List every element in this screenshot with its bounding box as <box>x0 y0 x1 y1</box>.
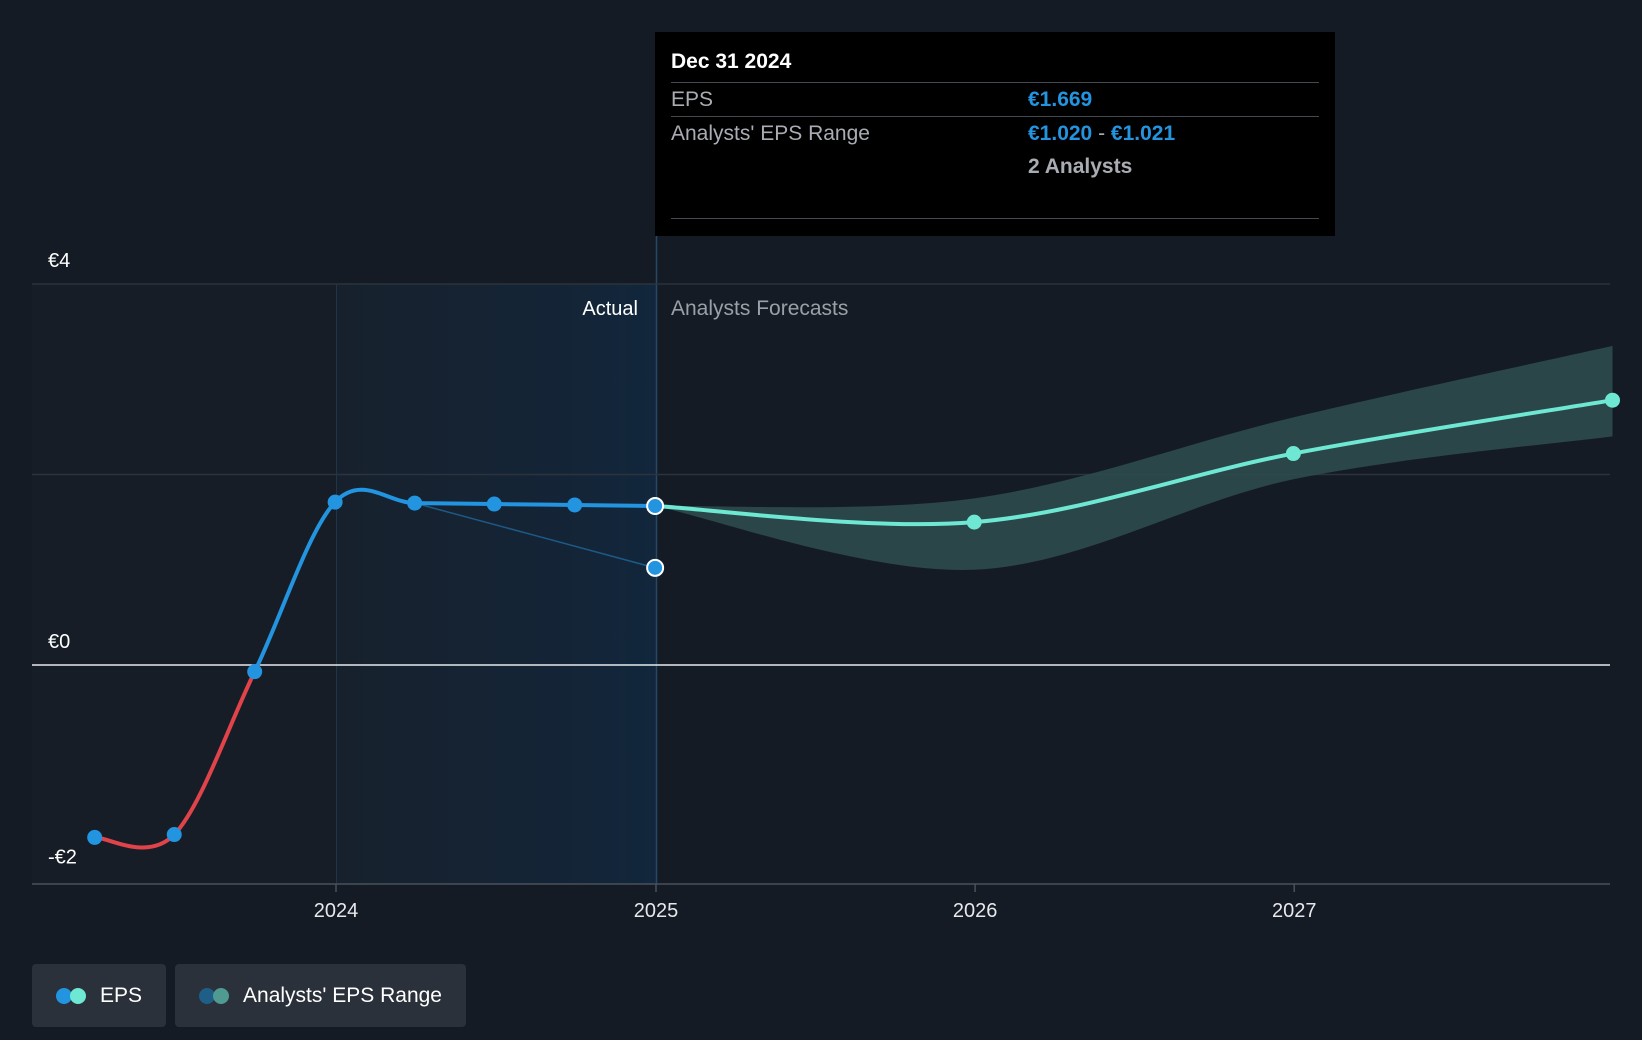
past-estimate-line <box>414 502 656 569</box>
eps-actual-line-negative <box>94 665 261 850</box>
eps-actual-point <box>327 494 343 510</box>
tooltip: Dec 31 2024 EPS €1.669 Analysts' EPS Ran… <box>655 32 1335 236</box>
eps-range-area <box>655 345 1613 570</box>
eps-actual-point <box>166 827 182 843</box>
tooltip-range-row: Analysts' EPS Range €1.020 - €1.021 <box>671 117 1319 150</box>
legend-item-eps-range[interactable]: Analysts' EPS Range <box>175 964 466 1027</box>
tooltip-analysts-row: 2 Analysts <box>671 150 1319 183</box>
legend-label-eps: EPS <box>100 983 143 1007</box>
x-tick-label: 2025 <box>634 900 679 922</box>
tooltip-bottom-divider <box>671 218 1319 219</box>
tooltip-range-value: €1.020 - €1.021 <box>1028 122 1176 145</box>
forecast-period-label: Analysts Forecasts <box>671 297 848 320</box>
eps-range-band <box>655 345 1613 570</box>
pre-period-shade <box>32 284 336 884</box>
tooltip-range-high: €1.021 <box>1110 122 1176 145</box>
actual-period-label: Actual <box>582 298 638 320</box>
eps-swatch-icon <box>56 987 86 1004</box>
eps-forecast-point <box>1605 392 1621 408</box>
eps-actual-point <box>247 664 263 680</box>
eps-actual-point <box>407 495 423 511</box>
legend-label-eps-range: Analysts' EPS Range <box>243 983 442 1007</box>
axis-labels: €4 €0 -€2 2024 2025 2026 2027 <box>48 250 1317 922</box>
y-tick-label: €4 <box>48 250 70 272</box>
tooltip-analysts-count: 2 Analysts <box>1028 155 1133 178</box>
legend-item-eps[interactable]: EPS <box>32 964 167 1027</box>
eps-forecast-line <box>655 398 1613 527</box>
actual-period-shade <box>336 284 656 884</box>
grid-lines <box>32 283 1610 885</box>
y-tick-label: €0 <box>48 631 70 653</box>
tooltip-range-low: €1.020 <box>1028 122 1093 145</box>
tooltip-range-label: Analysts' EPS Range <box>671 122 870 145</box>
eps-actual-point <box>87 829 103 845</box>
legend: EPS Analysts' EPS Range <box>32 964 466 1027</box>
x-tick-label: 2026 <box>953 900 998 922</box>
eps-actual-point <box>567 497 583 513</box>
tooltip-eps-value: €1.669 <box>1028 88 1093 111</box>
tooltip-eps-row: EPS €1.669 <box>671 83 1319 117</box>
eps-forecast-point <box>1285 446 1301 462</box>
eps-actual-point <box>486 496 502 512</box>
tooltip-eps-label: EPS <box>671 88 714 111</box>
x-tick-label: 2027 <box>1272 900 1317 922</box>
x-tick-label: 2024 <box>314 900 359 922</box>
eps-actual-point <box>646 497 665 516</box>
y-tick-label: -€2 <box>48 847 77 869</box>
past-estimate-point <box>646 558 665 577</box>
eps-range-swatch-icon <box>199 987 230 1004</box>
eps-points <box>87 392 1621 845</box>
tooltip-date: Dec 31 2024 <box>671 46 1319 83</box>
eps-forecast-point <box>966 514 982 530</box>
